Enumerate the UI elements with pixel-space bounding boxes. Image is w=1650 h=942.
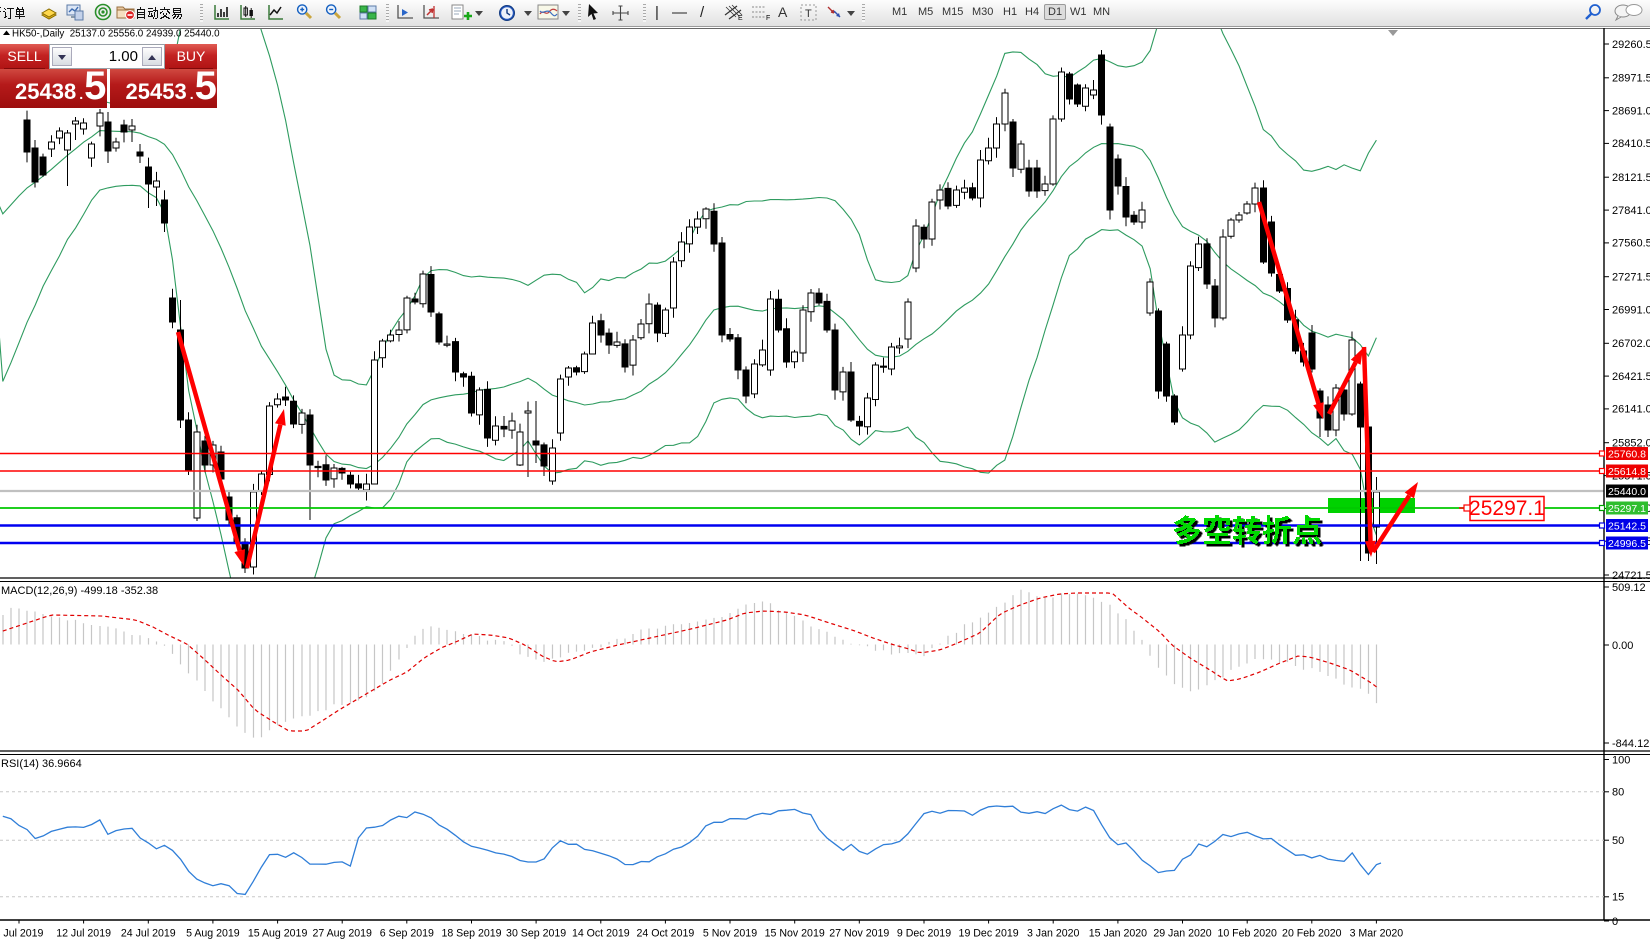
svg-text:24721.5: 24721.5 bbox=[1612, 570, 1650, 582]
svg-text:24 Jul 2019: 24 Jul 2019 bbox=[121, 928, 176, 940]
svg-text:12 Jul 2019: 12 Jul 2019 bbox=[56, 928, 111, 940]
svg-text:27560.5: 27560.5 bbox=[1612, 238, 1650, 250]
svg-text:100: 100 bbox=[1612, 754, 1630, 766]
svg-text:25614.8: 25614.8 bbox=[1608, 466, 1646, 478]
svg-text:28410.5: 28410.5 bbox=[1612, 138, 1650, 150]
svg-text:3 Jan 2020: 3 Jan 2020 bbox=[1027, 928, 1080, 940]
svg-text:24 Oct 2019: 24 Oct 2019 bbox=[637, 928, 695, 940]
svg-text:28691.0: 28691.0 bbox=[1612, 105, 1650, 117]
svg-text:24996.5: 24996.5 bbox=[1608, 538, 1646, 550]
svg-text:25297.1: 25297.1 bbox=[1469, 497, 1545, 520]
svg-text:15 Jan 2020: 15 Jan 2020 bbox=[1089, 928, 1147, 940]
svg-text:25440.0: 25440.0 bbox=[1608, 486, 1646, 498]
svg-text:10 Feb 2020: 10 Feb 2020 bbox=[1217, 928, 1277, 940]
svg-text:25760.8: 25760.8 bbox=[1608, 449, 1646, 461]
svg-text:E: E bbox=[738, 15, 743, 22]
svg-text:6 Sep 2019: 6 Sep 2019 bbox=[380, 928, 434, 940]
svg-text:5 Nov 2019: 5 Nov 2019 bbox=[703, 928, 757, 940]
svg-text:HK50-,Daily 25137.0 25556.0 2: HK50-,Daily 25137.0 25556.0 24939.0 2544… bbox=[12, 29, 220, 40]
svg-text:80: 80 bbox=[1612, 787, 1624, 799]
svg-text:-844.12: -844.12 bbox=[1612, 738, 1649, 750]
svg-text:50: 50 bbox=[1612, 835, 1624, 847]
svg-text:15 Aug 2019: 15 Aug 2019 bbox=[248, 928, 308, 940]
svg-text:T: T bbox=[805, 8, 812, 20]
svg-text:27 Aug 2019: 27 Aug 2019 bbox=[312, 928, 372, 940]
svg-text:28121.5: 28121.5 bbox=[1612, 172, 1650, 184]
svg-text:29260.5: 29260.5 bbox=[1612, 39, 1650, 51]
svg-text:0.00: 0.00 bbox=[1612, 640, 1633, 652]
svg-text:509.12: 509.12 bbox=[1612, 582, 1646, 594]
svg-text:3 Mar 2020: 3 Mar 2020 bbox=[1350, 928, 1404, 940]
svg-text:15: 15 bbox=[1612, 892, 1624, 904]
svg-text:25142.5: 25142.5 bbox=[1608, 521, 1646, 533]
svg-text:15 Nov 2019: 15 Nov 2019 bbox=[765, 928, 825, 940]
svg-text:28971.5: 28971.5 bbox=[1612, 73, 1650, 85]
svg-text:26702.0: 26702.0 bbox=[1612, 338, 1650, 350]
svg-text:26991.0: 26991.0 bbox=[1612, 304, 1650, 316]
svg-text:MACD(12,26,9) -499.18 -352.38: MACD(12,26,9) -499.18 -352.38 bbox=[1, 585, 158, 597]
svg-text:25297.1: 25297.1 bbox=[1608, 503, 1646, 515]
svg-text:26421.5: 26421.5 bbox=[1612, 371, 1650, 383]
svg-text:25852.0: 25852.0 bbox=[1612, 438, 1650, 450]
svg-text:0: 0 bbox=[1612, 916, 1618, 928]
svg-text:9 Dec 2019: 9 Dec 2019 bbox=[897, 928, 951, 940]
svg-text:20 Feb 2020: 20 Feb 2020 bbox=[1282, 928, 1342, 940]
svg-text:RSI(14) 36.9664: RSI(14) 36.9664 bbox=[1, 758, 82, 770]
svg-text:30 Sep 2019: 30 Sep 2019 bbox=[506, 928, 566, 940]
svg-text:18 Sep 2019: 18 Sep 2019 bbox=[441, 928, 501, 940]
svg-text:27841.0: 27841.0 bbox=[1612, 205, 1650, 217]
svg-text:27271.5: 27271.5 bbox=[1612, 272, 1650, 284]
svg-text:5 Aug 2019: 5 Aug 2019 bbox=[186, 928, 240, 940]
svg-text:27 Nov 2019: 27 Nov 2019 bbox=[829, 928, 889, 940]
svg-text:19 Dec 2019: 19 Dec 2019 bbox=[959, 928, 1019, 940]
svg-text:3 Jul 2019: 3 Jul 2019 bbox=[0, 928, 44, 940]
svg-text:26141.0: 26141.0 bbox=[1612, 404, 1650, 416]
svg-text:F: F bbox=[766, 15, 770, 22]
svg-text:14 Oct 2019: 14 Oct 2019 bbox=[572, 928, 630, 940]
svg-text:29 Jan 2020: 29 Jan 2020 bbox=[1153, 928, 1211, 940]
